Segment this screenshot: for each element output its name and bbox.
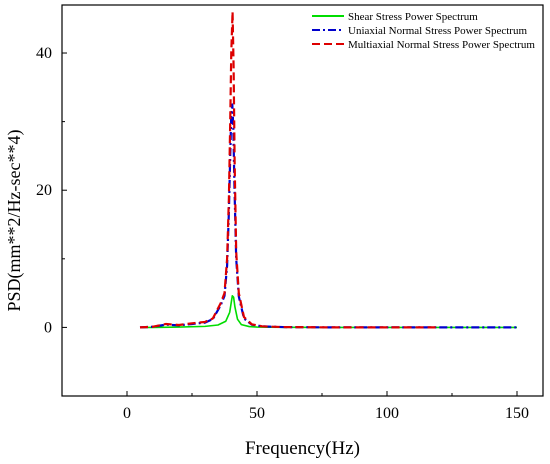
x-tick-label: 150 [505, 405, 529, 422]
y-tick-label: 0 [44, 319, 52, 336]
plot-frame [61, 4, 544, 397]
series-lines [139, 10, 517, 329]
y-tick-label: 20 [36, 182, 52, 199]
x-tick-label: 50 [249, 405, 265, 422]
y-axis-label: PSD(mm**2/Hz-sec**4) [4, 130, 25, 312]
y-tick-label: 40 [36, 45, 52, 62]
x-axis-label: Frequency(Hz) [245, 438, 360, 459]
legend-label: Shear Stress Power Spectrum [348, 11, 478, 23]
x-tick-label: 0 [123, 405, 131, 422]
legend-label: Multiaxial Normal Stress Power Spectrum [348, 39, 535, 51]
series-line-3 [139, 10, 439, 329]
legend: Shear Stress Power Spectrum Uniaxial Norm… [312, 11, 535, 51]
x-tick-label: 100 [375, 405, 399, 422]
axis-ticks: 0 50 100 150 0 20 40 [36, 45, 529, 422]
legend-label: Uniaxial Normal Stress Power Spectrum [348, 25, 527, 37]
